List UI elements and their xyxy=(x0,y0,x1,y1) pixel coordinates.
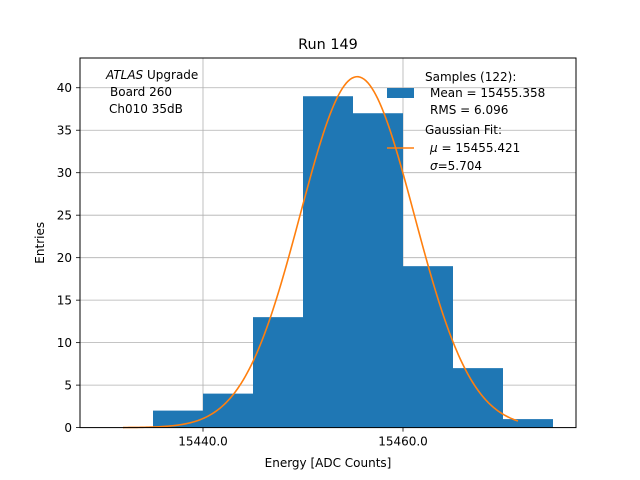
annotation-upgrade: Upgrade xyxy=(143,68,198,82)
y-tick-label: 10 xyxy=(57,336,72,350)
legend-samples-patch xyxy=(387,88,414,98)
annotation-board: Board 260 xyxy=(110,85,172,99)
svg-text:ATLAS Upgrade: ATLAS Upgrade xyxy=(105,68,198,82)
legend-sigma-symbol: σ xyxy=(430,159,438,173)
legend-samples-rms: RMS = 6.096 xyxy=(430,103,508,117)
legend: Samples (122): Mean = 15455.358 RMS = 6.… xyxy=(387,70,545,173)
axis-ticks: 15440.0 15460.0 0 5 10 15 20 25 30 35 40 xyxy=(57,81,428,449)
histogram-bar xyxy=(453,368,503,428)
histogram-bar xyxy=(353,113,403,428)
legend-fit-title: Gaussian Fit: xyxy=(425,123,502,137)
plot-frame xyxy=(79,57,577,429)
legend-mu-value: = 15455.421 xyxy=(438,141,521,155)
legend-fit-mu: μ = 15455.421 xyxy=(429,141,520,155)
y-tick-label: 30 xyxy=(57,166,72,180)
y-tick-label: 40 xyxy=(57,81,72,95)
histogram-bar xyxy=(303,96,353,428)
legend-mu-symbol: μ xyxy=(429,141,438,155)
histogram-bar xyxy=(503,419,553,428)
legend-sigma-value: =5.704 xyxy=(438,159,482,173)
histogram-bar xyxy=(253,317,303,428)
histogram-bars xyxy=(153,96,553,428)
y-tick-label: 20 xyxy=(57,251,72,265)
x-axis-label: Energy [ADC Counts] xyxy=(265,456,392,470)
legend-fit-sigma: σ=5.704 xyxy=(430,159,482,173)
y-tick-label: 5 xyxy=(64,378,72,392)
legend-samples-mean: Mean = 15455.358 xyxy=(430,86,545,100)
atlas-word: ATLAS xyxy=(105,68,144,82)
atlas-annotation: ATLAS Upgrade Board 260 Ch010 35dB xyxy=(105,68,198,116)
y-tick-label: 25 xyxy=(57,208,72,222)
gaussian-fit-curve xyxy=(122,75,519,429)
y-tick-label: 35 xyxy=(57,124,72,138)
chart-title: Run 149 xyxy=(298,37,358,53)
y-axis-label: Entries xyxy=(33,222,47,264)
histogram-bar xyxy=(403,266,453,428)
x-tick-label: 15440.0 xyxy=(178,435,228,449)
x-tick-label: 15460.0 xyxy=(378,435,428,449)
y-tick-label: 15 xyxy=(57,293,72,307)
y-tick-label: 0 xyxy=(64,421,72,435)
legend-samples-title: Samples (122): xyxy=(425,70,516,84)
annotation-channel: Ch010 35dB xyxy=(109,102,183,116)
histogram-bar xyxy=(203,393,253,428)
